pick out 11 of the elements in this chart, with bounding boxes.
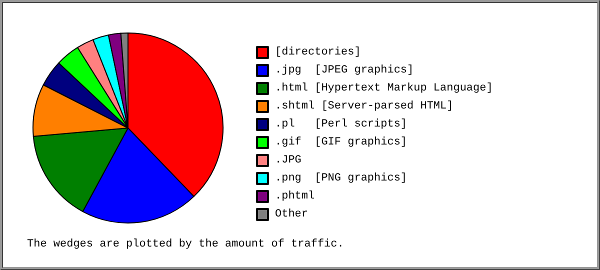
legend-label: .shtml [Server-parsed HTML] [275,100,454,112]
legend-label: Other [275,208,308,220]
text: The wedges are plotted by the amount of traffic. [27,238,344,250]
legend-label: .phtml [275,190,315,202]
legend-label: .JPG [275,154,302,166]
legend-label: .pl [Perl scripts] [275,118,408,130]
legend-label: [directories] [275,46,361,58]
legend-label: .jpg [JPEG graphics] [275,64,414,76]
legend-label: .html [Hypertext Markup Language] [275,82,493,94]
legend-label: .gif [GIF graphics] [275,136,408,148]
legend-label: .png [PNG graphics] [275,172,408,184]
